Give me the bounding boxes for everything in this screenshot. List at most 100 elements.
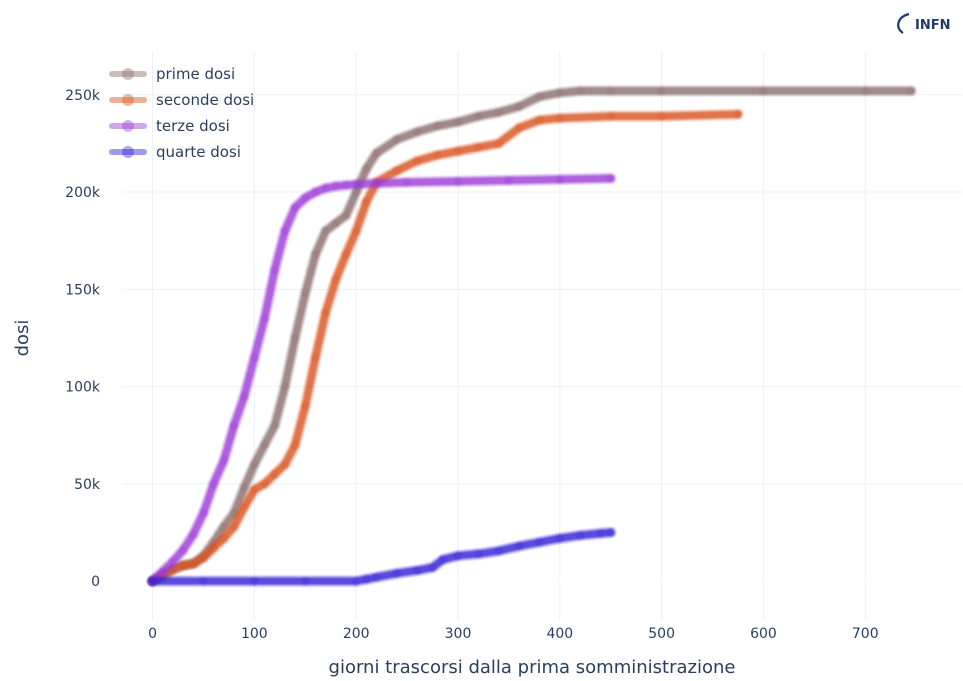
series-quarte-dosi	[147, 527, 617, 587]
data-point	[606, 527, 616, 537]
data-point	[280, 226, 290, 236]
data-point	[361, 164, 371, 174]
grid	[122, 52, 962, 620]
data-point	[392, 568, 402, 578]
legend-item[interactable]: quarte dosi	[109, 143, 241, 161]
data-point	[188, 529, 198, 539]
data-point	[453, 146, 463, 156]
series-line-halo	[147, 172, 617, 587]
data-point	[229, 522, 239, 532]
data-point	[372, 572, 382, 582]
data-point	[473, 549, 483, 559]
data-point	[188, 559, 198, 569]
series-line-halo	[147, 85, 917, 587]
data-point	[209, 479, 219, 489]
data-point	[412, 156, 422, 166]
data-point	[341, 249, 351, 259]
y-axis-ticks: 0 50k 100k 150k 200k 250k	[65, 88, 101, 590]
data-point	[198, 508, 208, 518]
data-point	[270, 420, 280, 430]
data-point	[412, 565, 422, 575]
logo-text: INFN	[915, 18, 950, 33]
data-point	[178, 561, 188, 571]
data-point	[392, 166, 402, 176]
series-terze-dosi	[147, 172, 617, 587]
data-point	[402, 177, 412, 187]
data-point	[433, 121, 443, 131]
data-point	[606, 173, 616, 183]
data-point	[260, 479, 270, 489]
data-point	[372, 148, 382, 158]
data-point	[514, 101, 524, 111]
data-point	[219, 455, 229, 465]
y-tick-label: 50k	[74, 477, 101, 493]
data-point	[239, 391, 249, 401]
y-tick-label: 100k	[65, 380, 101, 396]
data-point	[758, 86, 768, 96]
data-point	[270, 469, 280, 479]
data-point	[148, 576, 158, 586]
data-point	[249, 485, 259, 495]
legend-item[interactable]: seconde dosi	[109, 91, 254, 109]
data-point	[249, 459, 259, 469]
legend[interactable]: prime dosi seconde dosi terze dosi quarte d…	[109, 65, 254, 161]
data-point	[290, 440, 300, 450]
data-point	[473, 111, 483, 121]
data-point	[606, 111, 616, 121]
legend-label: seconde dosi	[156, 91, 254, 109]
data-point	[198, 553, 208, 563]
data-point	[270, 265, 280, 275]
data-point	[392, 135, 402, 145]
data-point	[310, 249, 320, 259]
infn-logo: INFN	[897, 12, 950, 34]
x-tick-label: 0	[148, 626, 157, 642]
series-line	[149, 174, 615, 585]
series-lines	[147, 85, 917, 587]
legend-item[interactable]: terze dosi	[109, 117, 230, 135]
x-tick-label: 500	[648, 626, 675, 642]
x-tick-label: 700	[852, 626, 879, 642]
data-point	[290, 333, 300, 343]
data-point	[494, 107, 504, 117]
x-axis-title: giorni trascorsi dalla prima somministra…	[329, 657, 736, 678]
logo-swoosh-icon	[897, 12, 910, 34]
data-point	[351, 179, 361, 189]
data-point	[229, 420, 239, 430]
legend-item[interactable]: prime dosi	[109, 65, 235, 83]
data-point	[310, 187, 320, 197]
data-point	[606, 86, 616, 96]
data-point	[575, 86, 585, 96]
data-point	[310, 352, 320, 362]
data-point	[219, 533, 229, 543]
data-point	[249, 576, 259, 586]
data-point	[168, 557, 178, 567]
data-point	[198, 576, 208, 586]
data-point	[453, 176, 463, 186]
x-tick-label: 600	[750, 626, 777, 642]
data-point	[249, 352, 259, 362]
legend-swatch-marker	[122, 68, 134, 80]
data-point	[209, 543, 219, 553]
data-point	[321, 183, 331, 193]
data-point	[290, 203, 300, 213]
data-point	[341, 210, 351, 220]
data-point	[433, 150, 443, 160]
data-point	[341, 180, 351, 190]
data-point	[514, 123, 524, 133]
data-point	[178, 545, 188, 555]
data-point	[453, 551, 463, 561]
data-point	[412, 127, 422, 137]
data-point	[514, 541, 524, 551]
data-point	[657, 111, 667, 121]
data-point	[473, 142, 483, 152]
x-tick-label: 200	[343, 626, 370, 642]
data-point	[657, 86, 667, 96]
legend-label: prime dosi	[156, 65, 235, 83]
data-point	[555, 113, 565, 123]
data-point	[321, 226, 331, 236]
legend-label: terze dosi	[156, 117, 230, 135]
y-tick-label: 150k	[65, 282, 101, 298]
y-tick-label: 0	[91, 574, 100, 590]
data-point	[351, 226, 361, 236]
data-point	[280, 459, 290, 469]
